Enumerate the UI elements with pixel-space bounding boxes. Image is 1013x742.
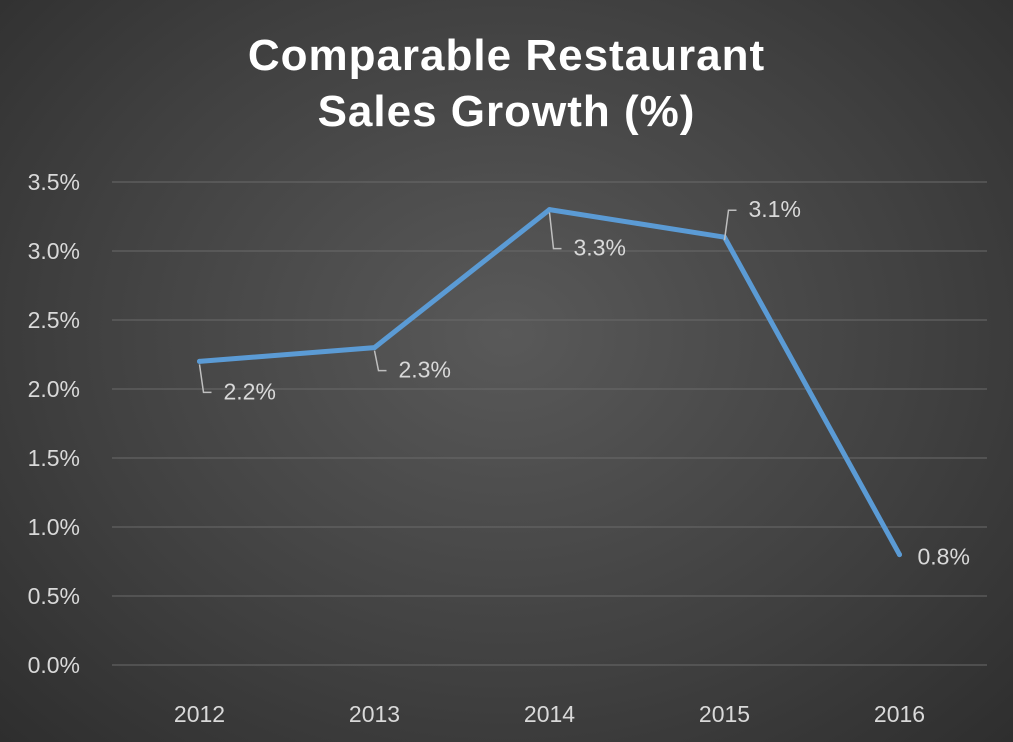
data-label: 3.1% — [749, 196, 801, 222]
y-tick-label: 1.0% — [28, 514, 80, 540]
data-label: 3.3% — [574, 235, 626, 261]
chart-title-line-1: Comparable Restaurant — [247, 31, 766, 80]
x-tick-label: 2014 — [524, 701, 575, 727]
x-tick-label: 2015 — [699, 701, 750, 727]
y-tick-label: 2.5% — [28, 307, 80, 333]
series-line — [197, 207, 902, 558]
data-label: 0.8% — [918, 544, 970, 570]
x-tick-label: 2016 — [874, 701, 925, 727]
data-label: 2.2% — [224, 378, 276, 404]
data-point — [547, 207, 552, 213]
chart-title-line-2: Sales Growth (%) — [317, 87, 696, 136]
data-label: 2.3% — [399, 357, 451, 383]
y-tick-label: 3.0% — [28, 238, 80, 264]
x-tick-label: 2013 — [349, 701, 400, 727]
chart-title: Comparable Restaurant Sales Growth (%) — [0, 28, 1013, 140]
y-tick-label: 2.0% — [28, 376, 80, 402]
data-point — [897, 552, 902, 558]
data-point — [372, 345, 377, 351]
data-point — [197, 358, 202, 364]
data-label-leader — [723, 209, 737, 241]
data-label-leader — [198, 364, 212, 394]
y-tick-label: 0.5% — [28, 583, 80, 609]
data-label-leader — [373, 350, 387, 372]
data-label-leader — [548, 212, 562, 250]
x-tick-label: 2012 — [174, 701, 225, 727]
y-tick-label: 3.5% — [28, 169, 80, 195]
y-tick-label: 0.0% — [28, 652, 80, 678]
y-tick-label: 1.5% — [28, 445, 80, 471]
